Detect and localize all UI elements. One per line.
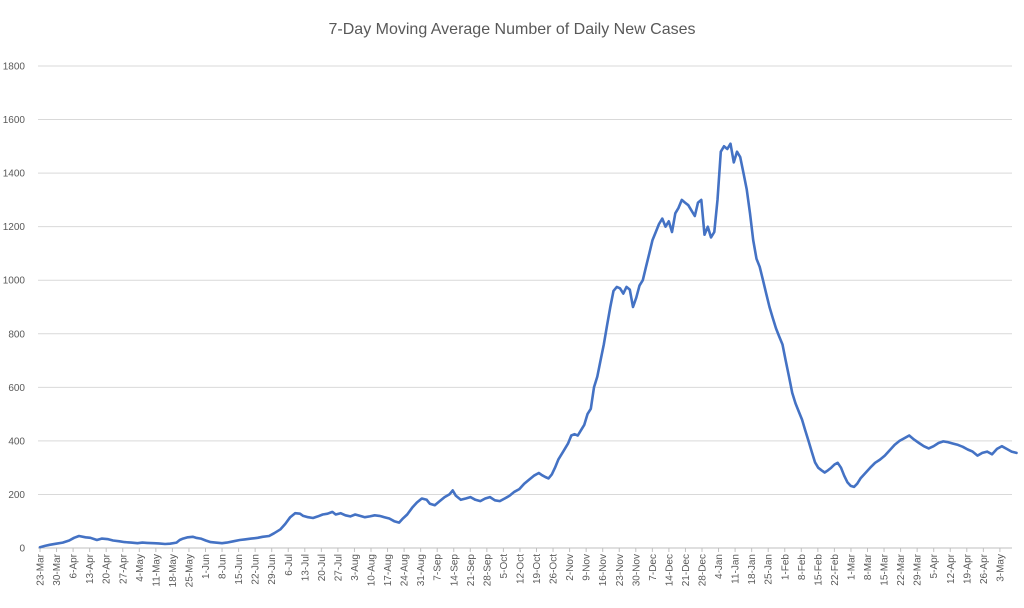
x-tick-label: 9-Nov [582, 554, 593, 581]
x-tick-label: 1-Mar [846, 553, 857, 580]
y-tick-label: 600 [8, 383, 25, 394]
x-tick-label: 17-Aug [383, 554, 394, 586]
x-tick-label: 13-Jul [300, 554, 311, 581]
x-tick-label: 24-Aug [400, 554, 411, 586]
x-tick-label: 27-Jul [333, 554, 344, 581]
x-tick-label: 14-Dec [664, 554, 675, 586]
x-tick-label: 20-Jul [317, 554, 328, 581]
gridlines [38, 65, 1012, 549]
x-tick-label: 12-Oct [515, 554, 526, 584]
x-tick-label: 4-May [135, 554, 146, 582]
x-tick-label: 18-Jan [747, 554, 758, 585]
x-tick-label: 30-Nov [631, 554, 642, 586]
y-tick-label: 1200 [3, 222, 26, 233]
x-tick-label: 2-Nov [565, 554, 576, 581]
x-tick-label: 19-Apr [962, 553, 973, 584]
x-tick-label: 27-Apr [118, 553, 129, 584]
x-tick-label: 20-Apr [102, 553, 113, 584]
x-tick-label: 29-Mar [913, 553, 924, 585]
x-tick-label: 23-Nov [615, 554, 626, 586]
x-tick-label: 1-Jun [201, 554, 212, 579]
x-tick-label: 8-Feb [797, 554, 808, 581]
x-tick-label: 5-Oct [499, 554, 510, 579]
x-tick-label: 30-Mar [52, 553, 63, 585]
x-tick-label: 12-Apr [946, 553, 957, 584]
x-tick-label: 15-Feb [813, 554, 824, 586]
x-tick-label: 25-Jan [764, 554, 775, 585]
x-tick-label: 28-Dec [698, 554, 709, 586]
x-axis-ticks: 23-Mar 30-Mar 6-Apr 13-Apr 20-Apr 27-Apr 4-May… [36, 548, 1006, 587]
y-tick-label: 1600 [3, 115, 26, 126]
x-tick-label: 22-Feb [830, 554, 841, 586]
x-tick-label: 6-Jul [284, 554, 295, 576]
x-tick-label: 8-Jun [218, 554, 229, 579]
x-tick-label: 4-Jan [714, 554, 725, 579]
y-tick-label: 1000 [3, 276, 26, 287]
y-axis-ticks: 0 200 400 600 800 1000 1200 1400 1600 1800 [3, 62, 26, 555]
x-tick-label: 23-Mar [36, 553, 47, 585]
x-tick-label: 31-Aug [416, 554, 427, 586]
x-tick-label: 7-Dec [648, 554, 659, 581]
y-tick-label: 800 [8, 329, 25, 340]
series-layer [38, 142, 1018, 549]
x-tick-label: 3-Aug [350, 554, 361, 581]
x-tick-label: 28-Sep [482, 554, 493, 587]
series-line [38, 142, 1018, 549]
x-tick-label: 14-Sep [449, 554, 460, 587]
x-tick-label: 11-May [151, 554, 162, 587]
x-tick-label: 26-Oct [549, 554, 560, 584]
y-tick-label: 200 [8, 490, 25, 501]
x-tick-label: 5-Apr [929, 553, 940, 578]
x-tick-label: 15-Mar [880, 553, 891, 585]
x-tick-label: 15-Jun [234, 554, 245, 585]
y-tick-label: 0 [19, 544, 25, 555]
x-tick-label: 22-Mar [896, 553, 907, 585]
x-tick-label: 25-May [184, 554, 195, 587]
y-tick-label: 1400 [3, 169, 26, 180]
x-tick-label: 3-May [995, 554, 1006, 582]
y-tick-label: 1800 [3, 62, 26, 73]
x-tick-label: 19-Oct [532, 554, 543, 584]
x-tick-label: 29-Jun [267, 554, 278, 585]
x-tick-label: 21-Dec [681, 554, 692, 586]
y-tick-label: 400 [8, 436, 25, 447]
x-tick-label: 22-Jun [251, 554, 262, 585]
x-tick-label: 18-May [168, 554, 179, 587]
x-tick-label: 13-Apr [85, 553, 96, 584]
x-tick-label: 16-Nov [598, 554, 609, 586]
x-tick-label: 10-Aug [367, 554, 378, 586]
x-tick-label: 11-Jan [731, 554, 742, 584]
x-tick-label: 8-Mar [863, 553, 874, 580]
x-tick-label: 1-Feb [780, 554, 791, 581]
x-tick-label: 6-Apr [69, 553, 80, 578]
x-tick-label: 26-Apr [979, 553, 990, 584]
x-tick-label: 7-Sep [433, 554, 444, 581]
x-tick-label: 21-Sep [466, 554, 477, 587]
chart-title: 7-Day Moving Average Number of Daily New… [329, 21, 696, 38]
